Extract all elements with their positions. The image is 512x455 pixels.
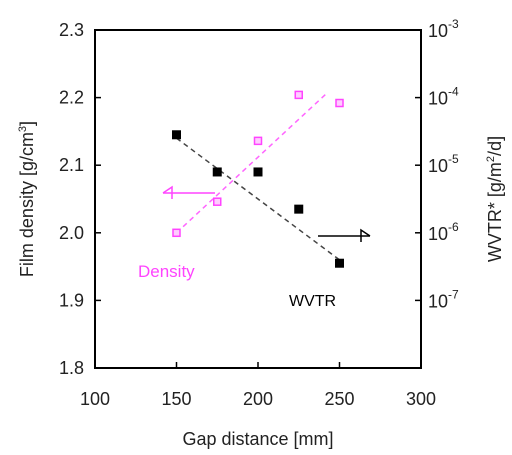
density-point — [172, 228, 181, 238]
wvtr-point — [172, 130, 181, 140]
x-tick-label: 200 — [243, 389, 273, 409]
x-tick-label: 150 — [161, 389, 191, 409]
wvtr-arrow-head — [360, 228, 371, 242]
x-tick-label: 300 — [406, 389, 436, 409]
wvtr-annotation: WVTR — [289, 293, 336, 310]
density-annotation: Density — [138, 262, 195, 281]
left-y-axis-label: Film density [g/cm3] — [17, 121, 37, 277]
right-y-tick-label: 10-4 — [428, 85, 459, 109]
x-axis-ticks: 100 150 200 250 300 — [80, 362, 436, 409]
wvtr-point — [253, 167, 263, 177]
left-y-tick-label: 2.3 — [59, 20, 84, 40]
right-y-tick-label: 10-3 — [428, 17, 459, 41]
left-y-tick-label: 2.0 — [59, 223, 84, 243]
axis-arrows — [162, 185, 371, 242]
left-y-axis-ticks: 1.8 1.9 2.0 2.1 2.2 2.3 — [59, 20, 101, 378]
right-y-tick-label: 10-6 — [428, 220, 459, 244]
x-axis-label: Gap distance [mm] — [182, 429, 333, 449]
density-point — [294, 90, 303, 100]
wvtr-point — [294, 204, 304, 214]
density-arrow-head — [162, 185, 173, 199]
right-y-axis-label: WVTR* [g/m2/d] — [485, 136, 505, 262]
density-point — [213, 197, 222, 206]
x-tick-label: 250 — [324, 389, 354, 409]
trend-lines — [175, 92, 340, 261]
left-y-tick-label: 1.8 — [59, 358, 84, 378]
right-y-tick-label: 10-5 — [428, 152, 459, 176]
density-point — [335, 98, 344, 108]
wvtr-point — [212, 167, 222, 177]
wvtr-trend-line — [176, 137, 340, 261]
x-tick-label: 100 — [80, 389, 110, 409]
left-y-tick-label: 1.9 — [59, 290, 84, 310]
left-y-tick-label: 2.1 — [59, 155, 84, 175]
wvtr-point — [335, 258, 344, 268]
left-y-tick-label: 2.2 — [59, 88, 84, 108]
density-trend-line — [175, 92, 327, 234]
density-point — [253, 136, 263, 146]
right-y-tick-label: 10-7 — [428, 287, 459, 311]
right-y-axis-ticks: 10-7 10-6 10-5 10-4 10-3 — [415, 17, 459, 311]
data-markers — [172, 90, 344, 268]
